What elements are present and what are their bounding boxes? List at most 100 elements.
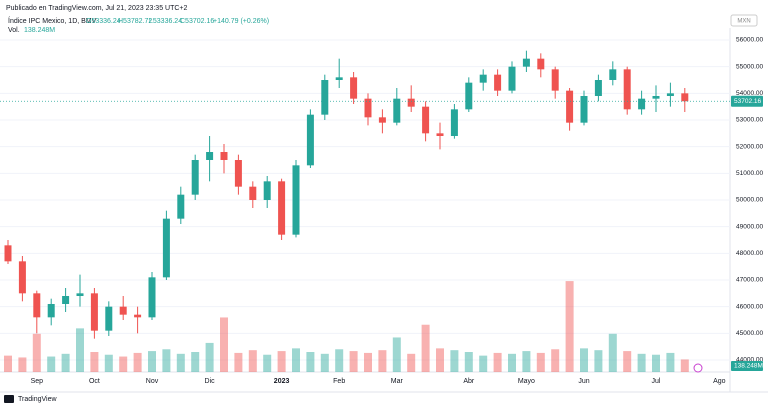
volume-bar [234, 352, 243, 372]
candle-body [234, 160, 242, 187]
candle-body [580, 96, 588, 123]
volume-bar [450, 350, 459, 372]
volume-bar [349, 351, 358, 372]
volume-bar [652, 354, 660, 372]
x-tick-label: Dic [205, 378, 216, 385]
candle-body [206, 152, 214, 160]
volume-bar [594, 350, 603, 372]
candle-body [33, 293, 41, 318]
volume-bar [637, 353, 646, 372]
candle-body [609, 69, 617, 80]
candle-body [407, 98, 415, 107]
volume-bar [90, 352, 99, 372]
x-tick-label: Nov [146, 378, 159, 385]
volume-bar [464, 352, 473, 372]
volume-bar [580, 348, 588, 372]
volume-bar [248, 350, 257, 372]
candle-body [422, 106, 430, 134]
y-tick-label: 53000.00 [736, 117, 763, 124]
candle-body [364, 98, 372, 118]
candle-body [263, 181, 271, 200]
x-tick-label: Abr [463, 378, 475, 385]
candle-body [681, 93, 689, 102]
volume-bar [680, 359, 689, 372]
ohlc-close: C53702.16 [180, 18, 214, 25]
candle-body [393, 98, 401, 123]
candle-body [638, 98, 646, 110]
x-tick-label: Mayo [518, 378, 535, 385]
candle-body [62, 296, 70, 304]
x-tick-label: Mar [391, 378, 404, 385]
ohlc-open: O53336.24 [86, 18, 121, 25]
candle-body [594, 80, 602, 96]
candle-body [90, 293, 98, 331]
volume-bar [61, 353, 70, 372]
candle-body [465, 82, 473, 110]
x-tick-label: 2023 [274, 378, 290, 385]
volume-bar [4, 355, 12, 372]
volume-bar [191, 352, 200, 372]
brand-logo [4, 395, 14, 403]
published: Publicado en TradingView.com, Jul 21, 20… [6, 5, 188, 12]
ohlc-change: +140.79 (+0.26%) [213, 18, 269, 25]
candle-body [249, 186, 257, 200]
volume-bar [133, 352, 142, 372]
y-tick-label: 56000.00 [736, 37, 763, 44]
volume-bar [479, 355, 488, 372]
y-tick-label: 50000.00 [736, 197, 763, 204]
alert-icon [693, 363, 703, 373]
candle-body [335, 77, 343, 80]
candle-body [306, 114, 314, 166]
candle-body [652, 96, 660, 99]
volume-value: 138.248M [24, 27, 55, 34]
y-tick-label: 45000.00 [736, 330, 763, 337]
candle-body [177, 194, 185, 219]
candle-body [162, 218, 170, 278]
volume-bar [508, 353, 516, 372]
y-tick-label: 47000.00 [736, 277, 763, 284]
volume-badge-label: 138.248M [734, 363, 763, 370]
x-tick-label: Feb [333, 378, 345, 385]
volume-bar [623, 351, 632, 372]
volume-bar [148, 351, 156, 372]
volume-bar [162, 349, 171, 372]
candle-body [450, 109, 458, 136]
candle-body [479, 74, 487, 83]
volume-bar [335, 349, 344, 372]
price-badge [731, 95, 763, 107]
volume-bar [565, 281, 574, 372]
y-tick-label: 49000.00 [736, 223, 763, 230]
candle-body [278, 181, 286, 235]
candle-body [191, 160, 199, 195]
volume-bar [263, 354, 272, 372]
volume-bar [205, 342, 214, 372]
y-tick-label: 54000.00 [736, 90, 763, 97]
volume-bar [292, 348, 300, 372]
currency: MXN [737, 19, 750, 25]
candle-body [18, 261, 26, 294]
volume-bar [522, 351, 531, 372]
y-tick-label: 52000.00 [736, 143, 763, 150]
volume-bar [277, 351, 286, 372]
price-badge-label: 53702.16 [734, 98, 761, 105]
ohlc-high: H53782.72 [118, 18, 152, 25]
volume-bar [536, 352, 545, 372]
candle-body [666, 93, 674, 96]
volume-bar [18, 357, 27, 372]
candle-body [220, 152, 228, 160]
volume-title: Vol. [8, 27, 20, 34]
y-tick-label: 44000.00 [736, 357, 763, 364]
volume-bar [320, 353, 329, 372]
volume-bar [176, 353, 185, 372]
volume-bar [666, 352, 675, 372]
y-tick-label: 48000.00 [736, 250, 763, 257]
x-tick-label: Ago [713, 378, 726, 385]
candle-body [105, 306, 113, 331]
candle-body [350, 77, 358, 99]
volume-bar [76, 328, 84, 372]
candle-body [4, 245, 12, 262]
ohlc-low: L53336.24 [149, 18, 182, 25]
